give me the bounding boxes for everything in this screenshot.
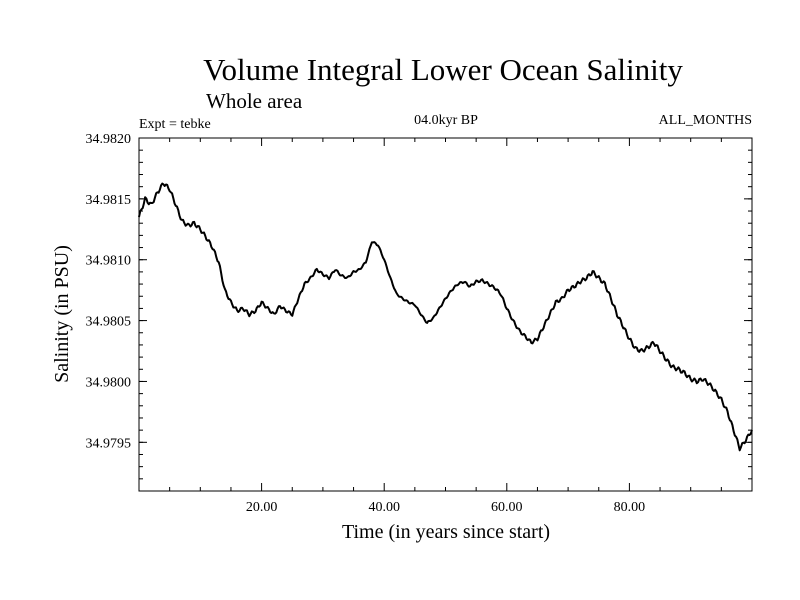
x-tick-label: 40.00 <box>368 500 400 515</box>
y-tick-label: 34.9820 <box>86 132 132 147</box>
chart-title: Volume Integral Lower Ocean Salinity <box>203 52 683 87</box>
chart-subtitle: Whole area <box>206 89 303 113</box>
x-axis-label: Time (in years since start) <box>342 521 550 543</box>
x-tick-label: 20.00 <box>246 500 278 515</box>
y-axis-label: Salinity (in PSU) <box>51 245 73 383</box>
months-label: ALL_MONTHS <box>659 113 752 128</box>
x-tick-label: 80.00 <box>614 500 646 515</box>
plot-frame <box>138 137 753 492</box>
y-tick-label: 34.9795 <box>86 436 132 451</box>
y-tick-label: 34.9805 <box>86 315 132 330</box>
y-axis-ticks: 34.9795 34.9800 34.9805 34.9810 34.9815 34.98… <box>86 132 752 492</box>
y-tick-label: 34.9800 <box>86 375 132 390</box>
salinity-series-line <box>138 182 753 452</box>
y-tick-label: 34.9810 <box>86 254 132 269</box>
y-tick-label: 34.9815 <box>86 193 132 208</box>
period-label: 04.0kyr BP <box>414 113 478 128</box>
x-tick-label: 60.00 <box>491 500 523 515</box>
expt-label: Expt = tebke <box>139 117 211 132</box>
x-axis-ticks: 20.00 40.00 60.00 80.00 <box>169 138 722 515</box>
